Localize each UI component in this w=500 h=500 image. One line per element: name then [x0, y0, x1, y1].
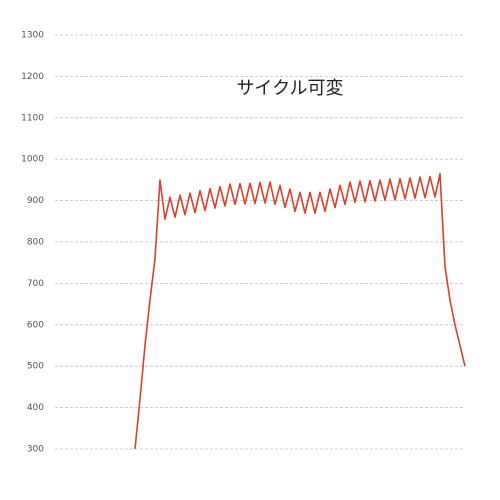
data-line	[134, 172, 466, 450]
y-tick-label: 400	[27, 403, 44, 413]
y-tick-label: 1000	[21, 155, 44, 165]
y-tick-label: 500	[27, 362, 44, 372]
y-tick-label: 700	[27, 279, 44, 289]
y-tick-label: 1300	[21, 31, 44, 41]
y-tick-label: 1100	[21, 113, 44, 123]
y-tick-label: 1200	[21, 72, 44, 82]
y-tick-label: 600	[27, 320, 44, 330]
y-tick-label: 300	[27, 445, 44, 455]
y-tick-label: 800	[27, 238, 44, 248]
chart-title: サイクル可変	[236, 78, 343, 99]
y-tick-label: 900	[27, 196, 44, 206]
